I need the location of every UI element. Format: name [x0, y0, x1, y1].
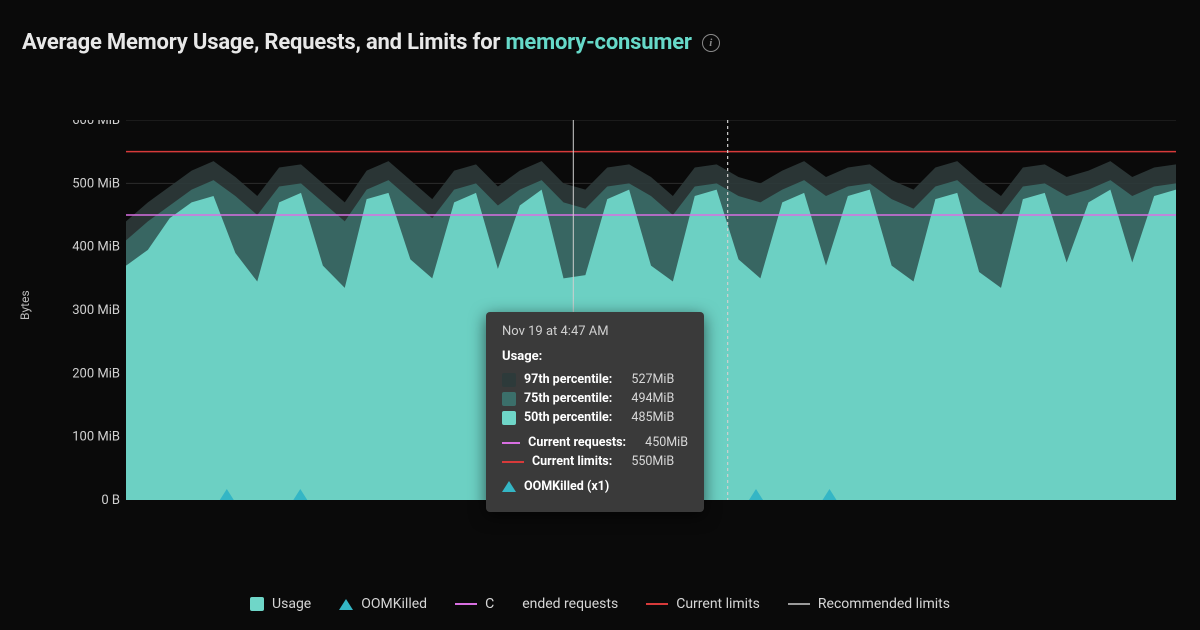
tooltip-requests: Current requests: 450MiB	[502, 435, 688, 450]
title-prefix: Average Memory Usage, Requests, and Limi…	[22, 30, 506, 55]
legend-usage: Usage	[250, 596, 311, 612]
legend-recommended-limits: Recommended limits	[788, 596, 950, 612]
svg-text:500 MiB: 500 MiB	[72, 176, 120, 191]
tooltip-p97: 97th percentile: 527MiB	[502, 372, 688, 387]
svg-text:300 MiB: 300 MiB	[72, 303, 120, 318]
info-icon[interactable]: i	[702, 34, 720, 52]
legend-current-requests: C	[455, 596, 494, 612]
y-axis: 0 B 100 MiB 200 MiB 300 MiB 400 MiB 500 MiB 60…	[46, 120, 126, 520]
svg-text:600 MiB: 600 MiB	[72, 120, 120, 128]
tooltip-limits: Current limits: 550MiB	[502, 454, 688, 469]
chart-panel: Average Memory Usage, Requests, and Limi…	[0, 0, 1200, 630]
svg-text:100 MiB: 100 MiB	[72, 430, 120, 445]
legend-current-limits: Current limits	[646, 596, 760, 612]
svg-text:0 B: 0 B	[101, 493, 120, 508]
page-title: Average Memory Usage, Requests, and Limi…	[22, 30, 692, 55]
title-accent: memory-consumer	[506, 30, 692, 55]
svg-text:400 MiB: 400 MiB	[72, 240, 120, 255]
legend-recommended-requests: ended requests	[522, 596, 618, 612]
y-axis-title: Bytes	[18, 290, 32, 320]
tooltip-oom: OOMKilled (x1)	[502, 479, 688, 494]
tooltip-p50: 50th percentile: 485MiB	[502, 410, 688, 425]
legend-oomkilled: OOMKilled	[339, 596, 427, 612]
hover-tooltip: Nov 19 at 4:47 AM Usage: 97th percentile…	[486, 312, 704, 512]
legend: Usage OOMKilled C ended requests Current…	[0, 596, 1200, 612]
tooltip-p75: 75th percentile: 494MiB	[502, 391, 688, 406]
tooltip-time: Nov 19 at 4:47 AM	[502, 324, 688, 339]
title-row: Average Memory Usage, Requests, and Limi…	[0, 0, 1200, 55]
tooltip-section: Usage:	[502, 349, 688, 364]
svg-text:200 MiB: 200 MiB	[72, 366, 120, 381]
